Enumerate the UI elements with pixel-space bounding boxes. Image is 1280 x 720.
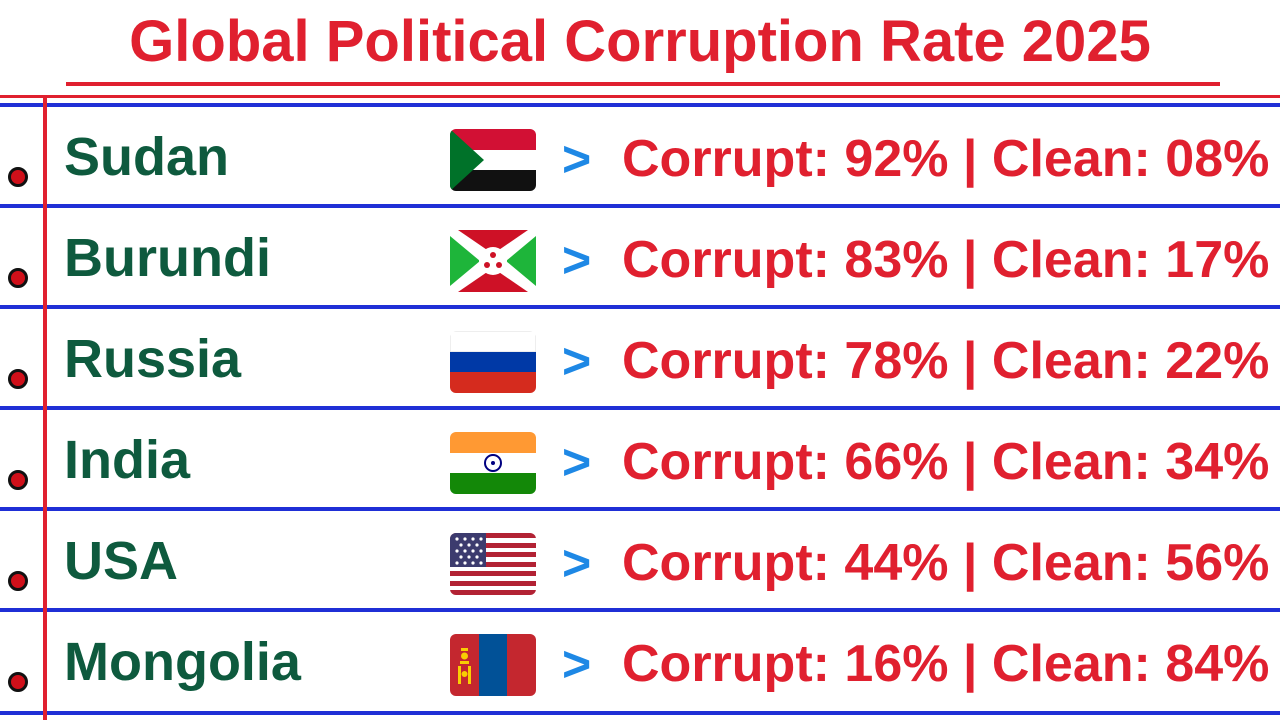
country-name: Russia	[64, 329, 242, 389]
arrow-right-icon: >	[562, 636, 592, 692]
list-item: India > Corrupt: 66% | Clean: 34%	[0, 406, 1280, 506]
country-name: Mongolia	[64, 632, 301, 692]
russia-flag-icon	[450, 331, 536, 393]
list-item: Mongolia > Corrupt: 16% | Clean: 84%	[0, 608, 1280, 708]
corruption-stat: Corrupt: 83% | Clean: 17%	[622, 231, 1270, 289]
title-underline	[66, 82, 1220, 86]
bullet-dot-icon	[8, 571, 28, 591]
arrow-right-icon: >	[562, 535, 592, 591]
india-flag-icon	[450, 432, 536, 494]
bullet-dot-icon	[8, 167, 28, 187]
top-red-rule	[0, 95, 1280, 98]
country-name: Sudan	[64, 127, 230, 187]
list-item: Sudan > Corrupt: 92% | Clean: 08%	[0, 103, 1280, 203]
corruption-stat: Corrupt: 66% | Clean: 34%	[622, 433, 1270, 491]
mongolia-flag-icon	[450, 634, 536, 696]
list-item: Burundi > Corrupt: 83% | Clean: 17%	[0, 204, 1280, 304]
arrow-right-icon: >	[562, 333, 592, 389]
corruption-stat: Corrupt: 78% | Clean: 22%	[622, 332, 1270, 390]
arrow-right-icon: >	[562, 131, 592, 187]
corruption-stat: Corrupt: 16% | Clean: 84%	[622, 635, 1270, 693]
list-item: Russia > Corrupt: 78% | Clean: 22%	[0, 305, 1280, 405]
page-title: Global Political Corruption Rate 2025	[129, 9, 1151, 74]
arrow-right-icon: >	[562, 232, 592, 288]
corruption-stat: Corrupt: 44% | Clean: 56%	[622, 534, 1270, 592]
arrow-right-icon: >	[562, 434, 592, 490]
sudan-flag-icon	[450, 129, 536, 191]
burundi-flag-icon	[450, 230, 536, 292]
bullet-dot-icon	[8, 268, 28, 288]
corruption-stat: Corrupt: 92% | Clean: 08%	[622, 130, 1270, 188]
bullet-dot-icon	[8, 470, 28, 490]
bullet-dot-icon	[8, 672, 28, 692]
country-name: USA	[64, 531, 179, 591]
list-item: USA > Corrupt: 44% | Clean: 56%	[0, 507, 1280, 607]
bullet-dot-icon	[8, 369, 28, 389]
bottom-rule	[0, 711, 1280, 715]
margin-line	[43, 95, 47, 720]
usa-flag-icon	[450, 533, 536, 595]
country-name: India	[64, 430, 191, 490]
country-name: Burundi	[64, 228, 271, 288]
